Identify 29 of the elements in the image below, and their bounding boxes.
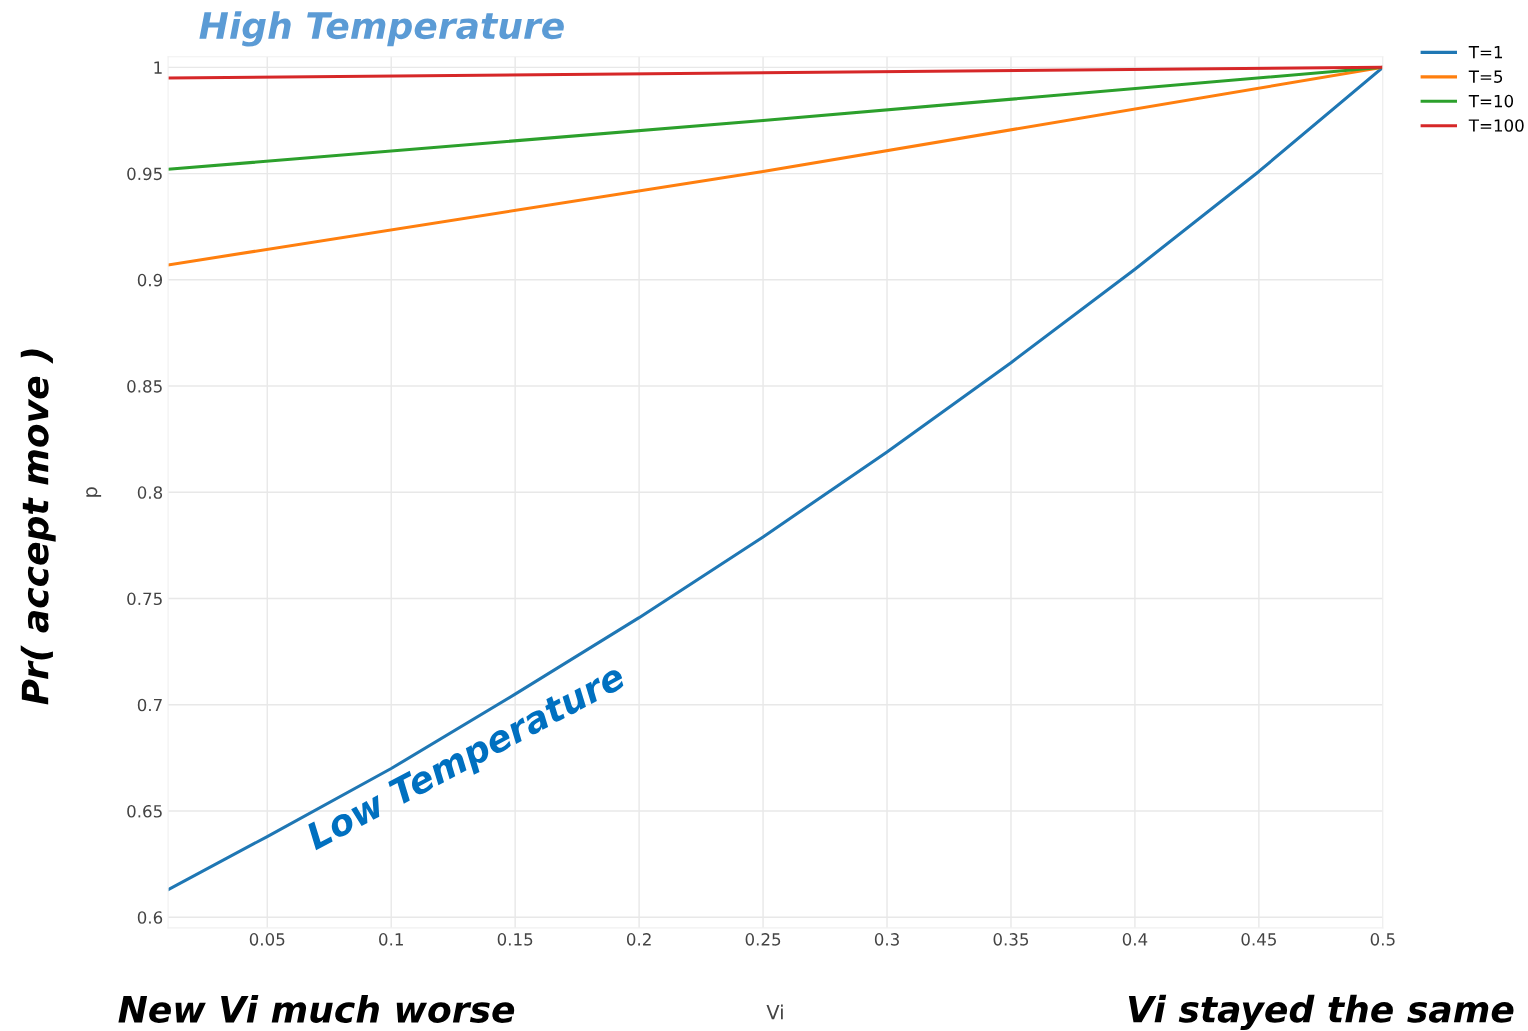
x-tick-label: 0.4: [1122, 933, 1148, 946]
text: Vi stayed the same: [1128, 994, 1514, 1031]
legend-label: T=100: [1468, 119, 1524, 132]
x-tick-label: 0.5: [1370, 933, 1395, 946]
x-tick-label: 0.15: [497, 933, 533, 946]
text: High Temperature: [199, 11, 564, 47]
y-tick-label: 0.9: [137, 273, 163, 287]
x-tick-label: 0.25: [745, 933, 781, 946]
y-tick-label: 0.65: [127, 804, 162, 818]
legend-label: T=1: [1468, 46, 1503, 59]
y-tick-label: 0.85: [127, 380, 162, 393]
x-tick-label: 0.1: [379, 933, 403, 946]
y-tick-label: 0.6: [137, 911, 163, 924]
y-tick-label: 0.75: [127, 592, 162, 606]
y-tick-label: 0.8: [137, 486, 163, 499]
x-tick-label: 0.35: [993, 933, 1029, 946]
x-tick-label: 0.05: [249, 933, 285, 946]
y-tick-label: 1: [154, 61, 162, 74]
legend-label: T=5: [1468, 70, 1503, 83]
text: New Vi much worse: [118, 994, 515, 1023]
x-tick-label: 0.3: [874, 933, 899, 946]
y-axis-title: p: [86, 487, 102, 497]
y-tick-label: 0.95: [127, 167, 162, 181]
legend-label: T=10: [1468, 94, 1514, 108]
y-tick-label: 0.7: [137, 698, 162, 712]
text: Pr( accept move ): [20, 349, 56, 705]
x-axis-title: Vi: [766, 1004, 783, 1020]
x-tick-label: 0.45: [1241, 933, 1276, 946]
x-tick-label: 0.2: [626, 933, 651, 946]
